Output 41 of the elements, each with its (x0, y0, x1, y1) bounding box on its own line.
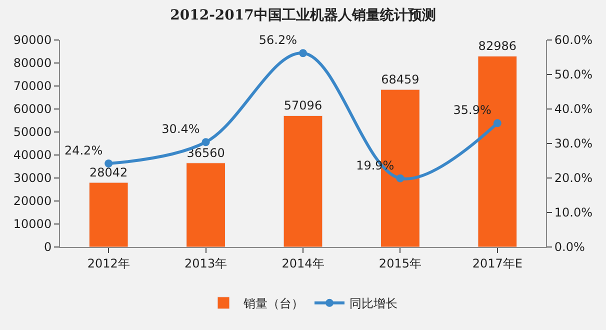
y2-tick-label: 50.0% (554, 68, 593, 82)
x-tick-label: 2017年E (472, 256, 522, 270)
data-label: 57096 (284, 98, 322, 113)
y2-tick-label: 20.0% (554, 171, 593, 186)
y2-tick-label: 0.0% (554, 240, 585, 254)
y-tick-label: 20000 (13, 194, 52, 208)
y2-tick-label: 60.0% (554, 33, 593, 48)
y-tick-label: 80000 (13, 56, 52, 70)
point (493, 119, 502, 128)
y-tick-label: 70000 (13, 79, 52, 94)
data-label: 30.4% (162, 122, 200, 136)
chart-title: 2012-2017中国工业机器人销量统计预测 (170, 6, 436, 24)
data-label: 68459 (381, 72, 420, 87)
y-tick-label: 0 (44, 240, 52, 254)
data-label: 56.2% (258, 33, 297, 48)
bar (186, 162, 226, 247)
x-tick-label: 2014年 (282, 256, 324, 270)
legend-label: 销量（台） (242, 296, 304, 311)
x-tick-label: 2013年 (184, 256, 228, 270)
data-label: 28042 (90, 166, 128, 180)
data-label: 82986 (478, 39, 516, 54)
bar (283, 115, 323, 247)
y2-tick-label: 10.0% (554, 206, 593, 220)
y-tick-label: 50000 (13, 125, 52, 140)
y-tick-label: 40000 (13, 148, 52, 162)
point (104, 160, 113, 168)
x-tick-label: 2012年 (87, 256, 130, 270)
point (299, 49, 307, 58)
y2-tick-label: 30.0% (554, 136, 593, 151)
data-label: 24.2% (64, 144, 103, 158)
bar (88, 182, 128, 247)
point (396, 174, 404, 182)
y-tick-label: 10000 (13, 217, 52, 232)
y-tick-label: 60000 (13, 102, 52, 116)
x-tick-label: 2015年 (378, 256, 422, 270)
y2-tick-label: 40.0% (554, 102, 593, 116)
y-tick-label: 90000 (13, 33, 52, 48)
data-label: 36560 (186, 146, 225, 160)
legend-label: 同比增长 (350, 296, 398, 311)
y-tick-label: 30000 (13, 171, 52, 186)
point (202, 138, 210, 146)
